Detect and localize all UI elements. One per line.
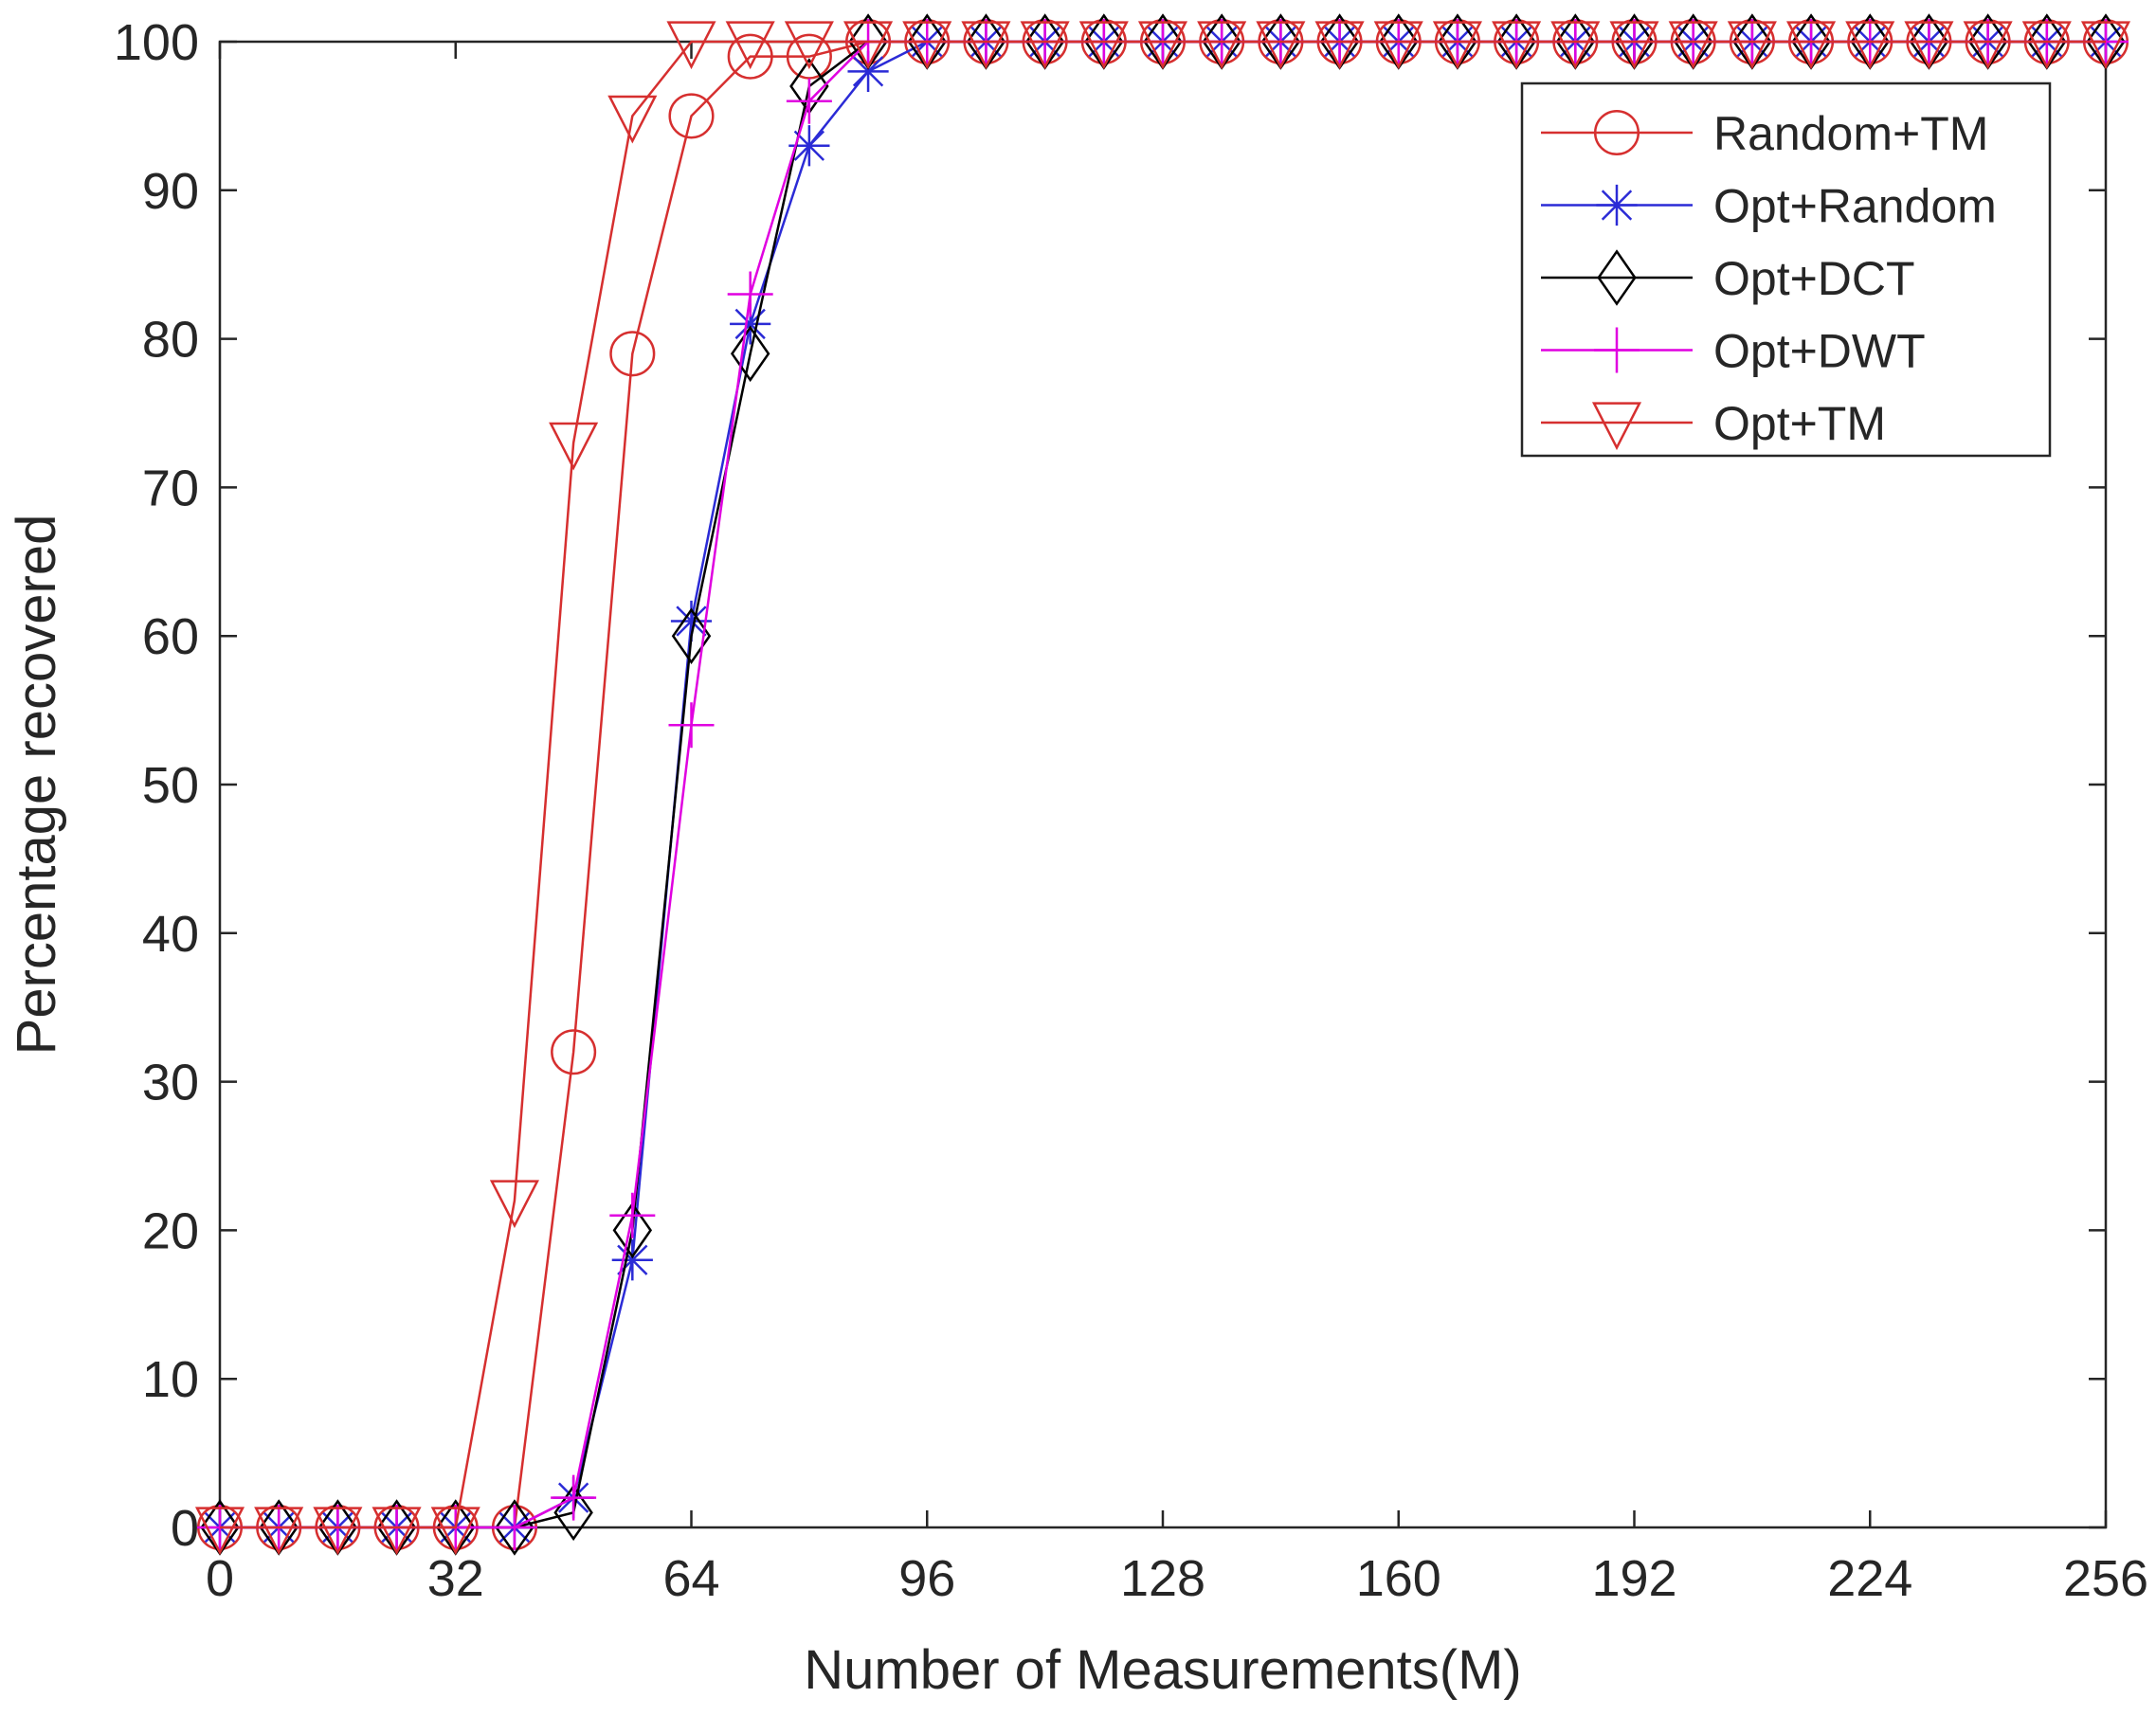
data-point — [961, 21, 1011, 70]
data-point — [1550, 21, 1601, 70]
data-point — [491, 1505, 537, 1550]
data-point — [1078, 21, 1129, 70]
legend-item: Opt+DCT — [1541, 249, 1915, 306]
series-layer — [194, 13, 2131, 1556]
y-tick-label: 30 — [142, 1055, 199, 1111]
x-tick-label: 256 — [2063, 1550, 2148, 1607]
data-point — [430, 1507, 480, 1556]
legend-label: Opt+Random — [1713, 180, 1997, 233]
data-point — [668, 702, 715, 749]
y-tick-label: 80 — [142, 312, 199, 369]
x-tick-label: 192 — [1591, 1550, 1676, 1607]
data-point — [2080, 21, 2131, 70]
y-tick-label: 20 — [142, 1202, 199, 1259]
y-tick-label: 0 — [171, 1500, 199, 1557]
y-tick-label: 10 — [142, 1351, 199, 1408]
legend-label: Opt+TM — [1713, 397, 1886, 450]
data-point — [612, 1201, 653, 1259]
data-point — [668, 93, 715, 139]
legend-label: Opt+DWT — [1713, 325, 1926, 378]
data-point — [313, 1507, 363, 1556]
legend: Random+TM Opt+Random Opt+DCT Opt+DWT Opt+TM — [1520, 81, 2052, 458]
x-tick-label: 32 — [427, 1550, 484, 1607]
data-point — [2021, 21, 2072, 70]
data-point — [549, 422, 599, 471]
data-point — [725, 21, 775, 70]
data-point — [611, 1239, 653, 1281]
data-point — [847, 50, 889, 92]
data-point — [902, 21, 952, 70]
legend-item: Opt+TM — [1541, 397, 1886, 451]
data-point — [1904, 21, 1954, 70]
data-point — [551, 1029, 597, 1075]
data-point — [1432, 21, 1482, 70]
data-point — [730, 303, 771, 345]
y-tick-label: 100 — [114, 14, 199, 71]
data-point — [254, 1507, 304, 1556]
data-point — [194, 1507, 245, 1556]
x-tick-label: 96 — [898, 1550, 955, 1607]
y-tick-label: 60 — [142, 608, 199, 665]
data-point — [1963, 21, 2013, 70]
data-point — [788, 125, 830, 167]
y-axis-label: Percentage recovered — [6, 515, 67, 1056]
data-point — [843, 21, 894, 70]
data-point — [1137, 21, 1188, 70]
x-tick-label: 224 — [1827, 1550, 1912, 1607]
series-opt-tm — [194, 21, 2131, 1556]
y-tick-label: 40 — [142, 906, 199, 963]
x-tick-label: 0 — [206, 1550, 234, 1607]
axis-ticks: 0 32 64 96 128 160 192 224 256 0 10 20 30 40 50 60 70 80 9… — [114, 14, 2148, 1607]
series-line — [220, 40, 2106, 1529]
data-point — [1492, 21, 1542, 70]
data-point — [1668, 21, 1718, 70]
legend-marker — [1593, 109, 1640, 156]
legend-marker — [1597, 249, 1637, 306]
legend-item: Opt+DWT — [1541, 325, 1926, 378]
data-point — [786, 78, 832, 124]
y-tick-label: 50 — [142, 757, 199, 814]
y-tick-label: 70 — [142, 460, 199, 516]
x-tick-label: 160 — [1356, 1550, 1441, 1607]
data-point — [1020, 21, 1070, 70]
y-tick-label: 90 — [142, 163, 199, 220]
legend-marker — [1591, 402, 1642, 451]
data-point — [371, 1507, 422, 1556]
data-point — [666, 21, 716, 70]
legend-box — [1520, 81, 2052, 458]
legend-marker — [1594, 327, 1640, 373]
data-point — [495, 1499, 534, 1556]
data-point — [1786, 21, 1837, 70]
data-point — [670, 600, 713, 642]
data-point — [607, 95, 658, 144]
data-point — [1727, 21, 1777, 70]
data-point — [784, 21, 834, 70]
data-point — [1845, 21, 1895, 70]
data-point — [609, 1192, 656, 1238]
legend-label: Random+TM — [1713, 107, 1988, 160]
x-tick-label: 64 — [662, 1550, 719, 1607]
data-point — [1314, 21, 1365, 70]
legend-label: Opt+DCT — [1713, 252, 1915, 305]
data-point — [551, 1474, 597, 1521]
data-point — [727, 271, 773, 317]
data-point — [786, 33, 832, 80]
legend-item: Opt+Random — [1541, 180, 1997, 233]
legend-item: Random+TM — [1541, 107, 1988, 160]
legend-marker — [1596, 184, 1638, 226]
data-point — [1197, 21, 1247, 70]
data-point — [489, 1180, 539, 1229]
data-point — [1373, 21, 1423, 70]
data-point — [1256, 21, 1306, 70]
x-tick-label: 128 — [1120, 1550, 1205, 1607]
data-point — [609, 331, 656, 377]
x-axis-label: Number of Measurements(M) — [804, 1639, 1521, 1701]
data-point — [1609, 21, 1659, 70]
data-point — [730, 325, 770, 383]
data-point — [727, 33, 773, 80]
data-point — [671, 607, 712, 664]
